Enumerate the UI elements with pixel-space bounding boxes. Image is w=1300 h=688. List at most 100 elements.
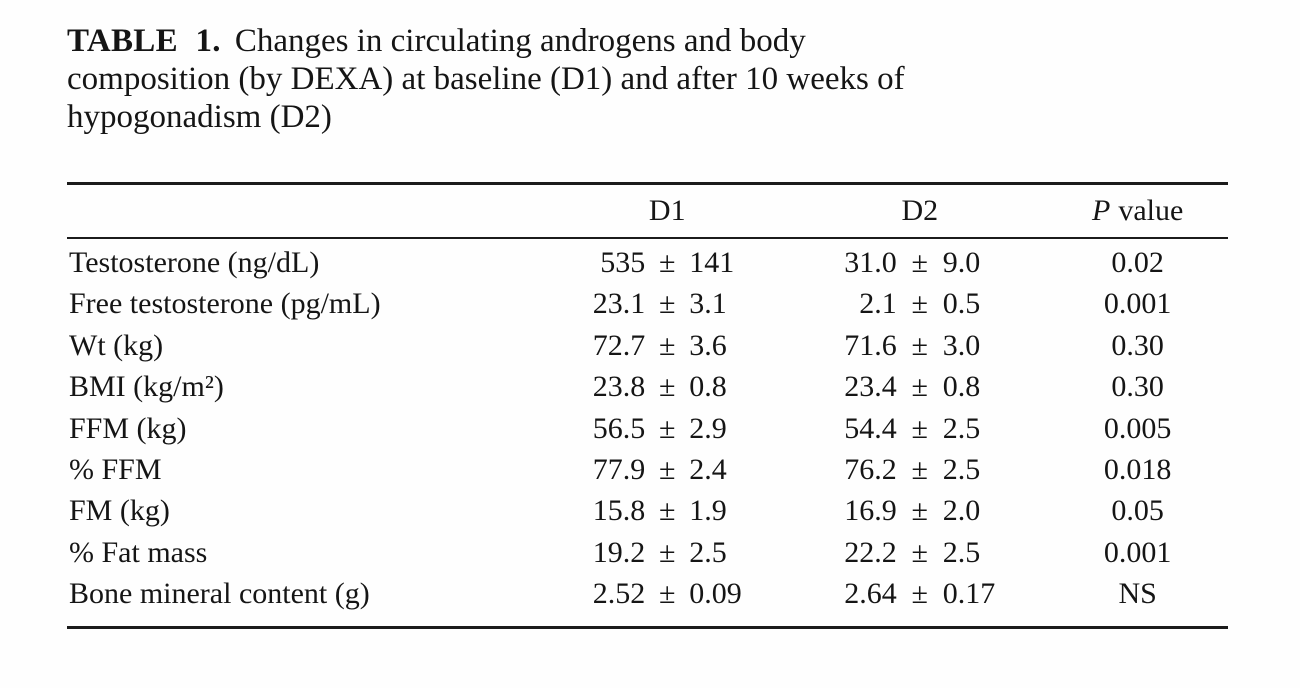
- d2-mean: 31.0: [844, 246, 897, 279]
- plus-minus-icon: ±: [659, 452, 676, 486]
- row-label: Testosterone (ng/dL): [69, 246, 320, 279]
- plus-minus-icon: ±: [911, 452, 929, 486]
- table-row: FM (kg) 15.8 ± 1.9 16.9 ± 2.0 0.05: [67, 490, 1228, 531]
- p-value-cell: 0.001: [1103, 535, 1172, 569]
- d1-value-cell: 2.52 ± 0.09: [498, 573, 778, 614]
- plus-minus-icon: ±: [911, 370, 929, 404]
- d2-sd: 2.5: [942, 535, 981, 569]
- d2-mean: 76.2: [844, 452, 897, 486]
- p-value-cell: 0.001: [1103, 287, 1172, 321]
- row-label: Free testosterone (pg/mL): [69, 287, 381, 321]
- d2-sd: 0.17: [942, 577, 996, 611]
- d1-value-cell: 72.7 ± 3.6: [498, 325, 778, 366]
- d1-sd: 0.09: [689, 577, 742, 611]
- table-row: Bone mineral content (g) 2.52 ± 0.09 2.6…: [67, 573, 1228, 614]
- d1-value-cell: 15.8 ± 1.9: [498, 490, 778, 531]
- d2-sd: 0.8: [942, 370, 981, 404]
- d2-value-cell: 54.4 ± 2.5: [778, 408, 1048, 449]
- p-symbol: P: [1092, 194, 1111, 227]
- d2-mean: 2.64: [844, 577, 897, 611]
- d1-mean: 23.1: [592, 287, 646, 321]
- table-row: FFM (kg) 56.5 ± 2.9 54.4 ± 2.5 0.005: [67, 408, 1228, 449]
- table-row: Testosterone (ng/dL) 535 ± 141 31.0 ± 9.…: [67, 242, 1228, 283]
- d2-value-cell: 2.64 ± 0.17: [778, 573, 1048, 614]
- d1-sd: 2.5: [689, 535, 727, 569]
- p-value-cell: 0.018: [1103, 452, 1172, 486]
- p-value-word: value: [1118, 194, 1184, 227]
- plus-minus-icon: ±: [659, 535, 676, 569]
- p-value-cell: NS: [1118, 577, 1157, 611]
- d1-mean: 72.7: [592, 328, 646, 362]
- d2-mean: 23.4: [844, 370, 897, 404]
- d1-sd: 0.8: [689, 370, 727, 404]
- plus-minus-icon: ±: [659, 246, 676, 279]
- row-label: FM (kg): [69, 494, 170, 528]
- caption-line-3: hypogonadism (D2): [67, 99, 332, 135]
- d2-value-cell: 76.2 ± 2.5: [778, 449, 1048, 490]
- row-label: BMI (kg/m²): [69, 370, 224, 404]
- plus-minus-icon: ±: [659, 577, 676, 611]
- row-label: % FFM: [69, 452, 162, 486]
- d1-mean: 15.8: [592, 494, 646, 528]
- d2-sd: 2.5: [942, 411, 981, 445]
- d1-value-cell: 56.5 ± 2.9: [498, 408, 778, 449]
- plus-minus-icon: ±: [659, 287, 676, 321]
- d2-value-cell: 23.4 ± 0.8: [778, 366, 1048, 407]
- plus-minus-icon: ±: [659, 411, 676, 445]
- table-row: % Fat mass 19.2 ± 2.5 22.2 ± 2.5 0.001: [67, 532, 1228, 573]
- d1-value-cell: 19.2 ± 2.5: [498, 532, 778, 573]
- d1-mean: 23.8: [592, 370, 646, 404]
- plus-minus-icon: ±: [911, 287, 929, 321]
- caption-line-1: TABLE 1. Changes in circulating androgens…: [67, 22, 1228, 60]
- d1-sd: 3.6: [689, 328, 727, 362]
- d1-mean: 77.9: [592, 452, 646, 486]
- d1-value-cell: 23.8 ± 0.8: [498, 366, 778, 407]
- column-header-d2: D2: [901, 194, 939, 227]
- p-value-cell: 0.02: [1111, 246, 1164, 279]
- d2-mean: 2.1: [859, 287, 897, 321]
- p-value-cell: 0.005: [1103, 411, 1172, 445]
- d1-sd: 141: [689, 246, 735, 279]
- d2-value-cell: 22.2 ± 2.5: [778, 532, 1048, 573]
- d1-mean: 2.52: [592, 577, 646, 611]
- p-value-cell: 0.30: [1111, 328, 1164, 362]
- d1-value-cell: 535 ± 141: [498, 242, 778, 283]
- header-d1-cell: D1: [498, 194, 778, 228]
- d2-value-cell: 16.9 ± 2.0: [778, 490, 1048, 531]
- header-spacer: [778, 194, 897, 228]
- table-row: % FFM 77.9 ± 2.4 76.2 ± 2.5 0.018: [67, 449, 1228, 490]
- header-d2-cell: D2: [778, 194, 1048, 228]
- d2-sd: 3.0: [942, 328, 981, 362]
- d2-sd: 2.0: [942, 494, 981, 528]
- table-row: BMI (kg/m²) 23.8 ± 0.8 23.4 ± 0.8 0.30: [67, 366, 1228, 407]
- caption-line-2: composition (by DEXA) at baseline (D1) a…: [67, 61, 905, 97]
- plus-minus-icon: ±: [911, 494, 929, 528]
- plus-minus-icon: ±: [659, 328, 676, 362]
- d2-mean: 54.4: [844, 411, 897, 445]
- table-body: Testosterone (ng/dL) 535 ± 141 31.0 ± 9.…: [67, 239, 1228, 626]
- plus-minus-icon: ±: [659, 370, 676, 404]
- plus-minus-icon: ±: [911, 411, 929, 445]
- d2-sd: 2.5: [942, 452, 981, 486]
- plus-minus-icon: ±: [911, 577, 929, 611]
- table-number-label: TABLE 1.: [67, 23, 221, 59]
- d1-sd: 1.9: [689, 494, 727, 528]
- d1-value-cell: 77.9 ± 2.4: [498, 449, 778, 490]
- table-row: Free testosterone (pg/mL) 23.1 ± 3.1 2.1…: [67, 283, 1228, 324]
- d2-value-cell: 71.6 ± 3.0: [778, 325, 1048, 366]
- plus-minus-icon: ±: [659, 494, 676, 528]
- row-label: % Fat mass: [69, 535, 208, 569]
- column-header-d1: D1: [648, 194, 686, 227]
- p-value-cell: 0.05: [1111, 494, 1164, 528]
- d1-mean: 19.2: [592, 535, 646, 569]
- d2-mean: 22.2: [844, 535, 897, 569]
- row-label: Wt (kg): [69, 328, 164, 362]
- d2-sd: 0.5: [942, 287, 981, 321]
- d1-sd: 2.4: [689, 452, 727, 486]
- plus-minus-icon: ±: [911, 535, 929, 569]
- table-row: Wt (kg) 72.7 ± 3.6 71.6 ± 3.0 0.30: [67, 325, 1228, 366]
